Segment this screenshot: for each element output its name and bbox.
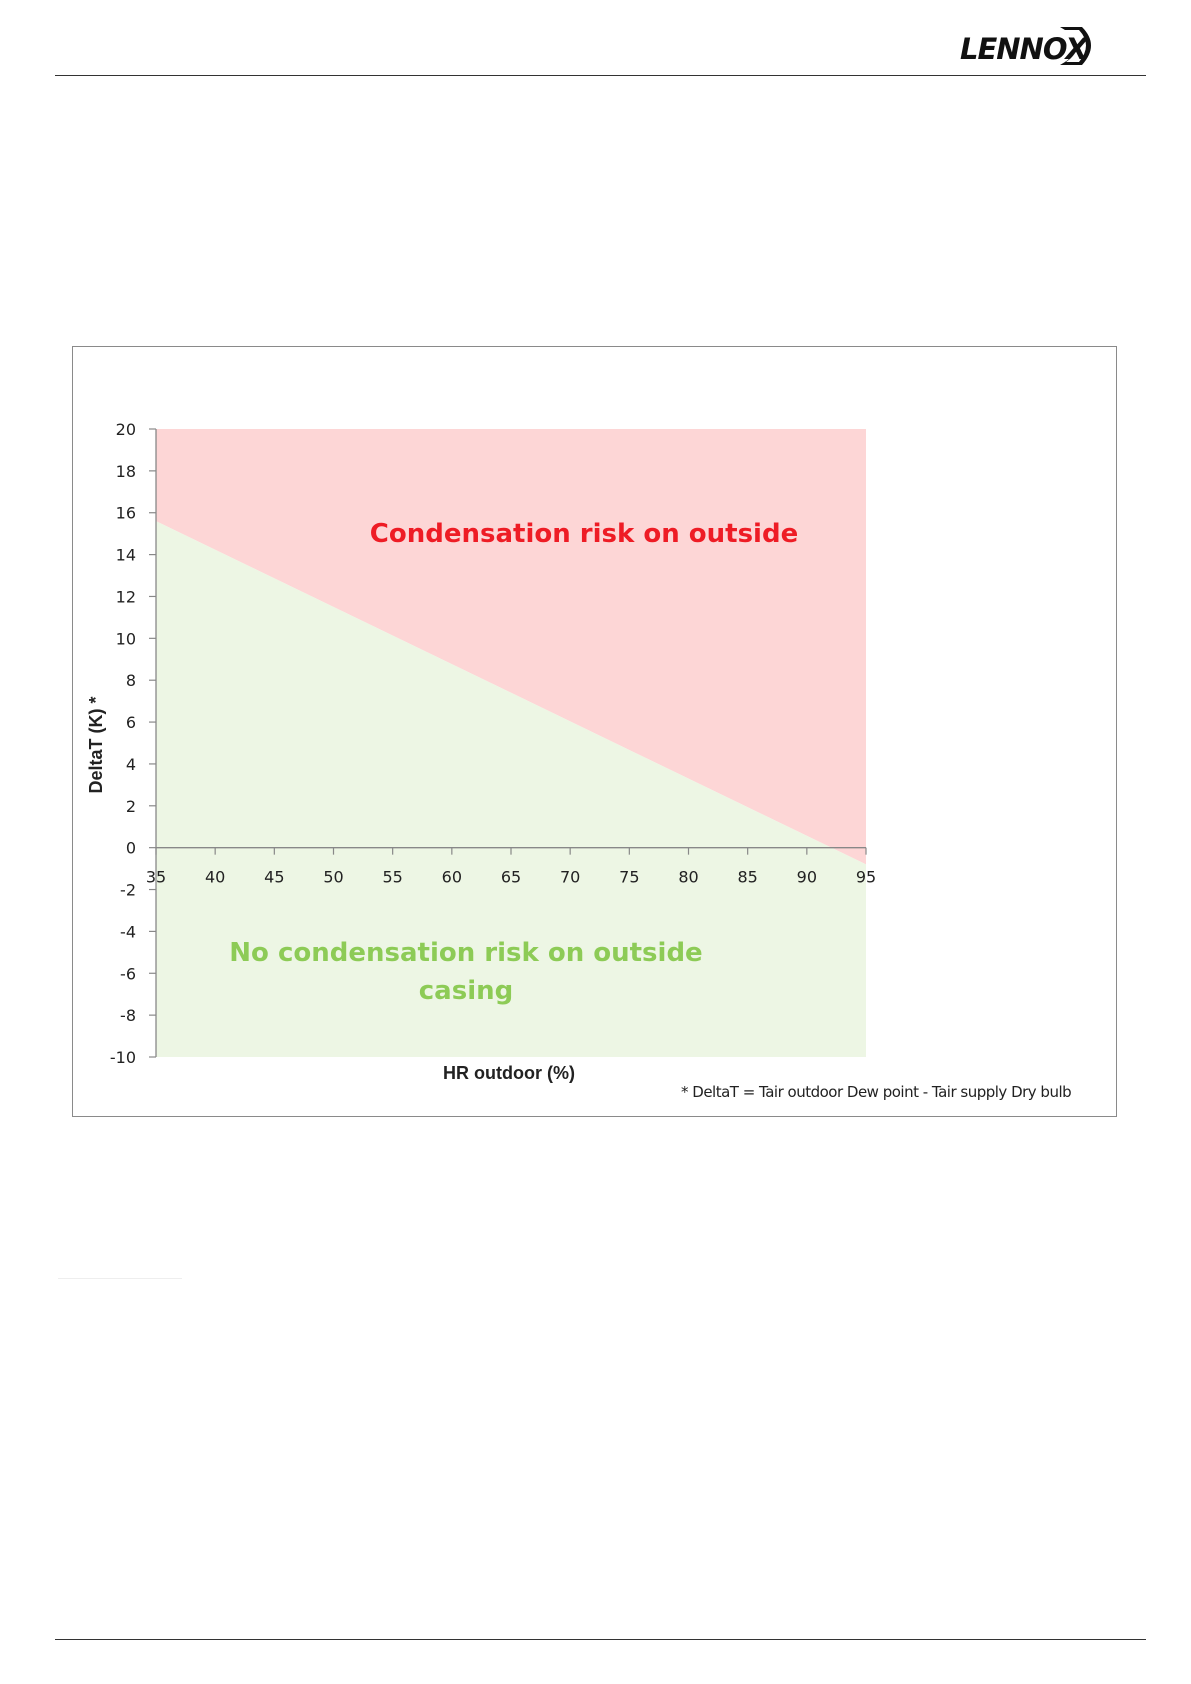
condensation-risk-region <box>156 429 866 865</box>
x-tick-label: 65 <box>501 868 521 887</box>
y-tick-label: 18 <box>116 462 136 481</box>
y-tick-label: -10 <box>110 1048 136 1067</box>
y-tick-label: 16 <box>116 504 136 523</box>
lower-region-label-line1: No condensation risk on outside <box>229 938 702 968</box>
y-tick-label: 14 <box>116 546 136 565</box>
y-tick-label: 6 <box>126 713 136 732</box>
y-tick-label: -2 <box>120 881 136 900</box>
x-tick-labels: 35 40 45 50 55 60 65 70 75 80 85 90 95 <box>146 868 876 887</box>
header-rule <box>55 75 1146 76</box>
y-tick-label: 4 <box>126 755 136 774</box>
x-axis-label: HR outdoor (%) <box>443 1063 575 1083</box>
axis-layer <box>149 428 867 1058</box>
x-tick-label: 95 <box>856 868 876 887</box>
x-tick-label: 80 <box>678 868 698 887</box>
y-tick-label: -6 <box>120 964 136 983</box>
lennox-logo-mark: LENNOX <box>960 27 1091 66</box>
upper-region-label: Condensation risk on outside <box>370 519 798 549</box>
y-tick-label: 2 <box>126 797 136 816</box>
x-tick-label: 45 <box>264 868 284 887</box>
y-tick-label: 12 <box>116 587 136 606</box>
footnote: * DeltaT = Tair outdoor Dew point - Tair… <box>681 1083 1071 1101</box>
y-tick-label: 8 <box>126 671 136 690</box>
x-tick-label: 75 <box>619 868 639 887</box>
chart-frame: 20 18 16 14 12 10 8 6 4 2 0 -2 -4 -6 -8 -10 35 40 45 50 55 6… <box>72 346 1117 1117</box>
x-tick-label: 35 <box>146 868 166 887</box>
y-tick-label: -8 <box>120 1006 136 1025</box>
x-tick-label: 60 <box>442 868 462 887</box>
y-tick-label: 20 <box>116 420 136 439</box>
no-condensation-region <box>156 521 866 1057</box>
lower-region-label-line2: casing <box>419 976 513 1006</box>
y-tick-label: 0 <box>126 839 136 858</box>
y-tick-label: 10 <box>116 629 136 648</box>
x-tick-label: 90 <box>797 868 817 887</box>
y-tick-label: -4 <box>120 922 136 941</box>
regions-layer <box>156 429 866 1057</box>
svg-text:LENNOX: LENNOX <box>960 32 1089 66</box>
x-tick-label: 50 <box>323 868 343 887</box>
faint-divider <box>58 1278 182 1279</box>
lennox-logo: LENNOX <box>958 20 1104 72</box>
x-tick-label: 85 <box>737 868 757 887</box>
x-tick-label: 70 <box>560 868 580 887</box>
y-axis-label: DeltaT (K) * <box>86 696 106 793</box>
x-tick-label: 55 <box>382 868 402 887</box>
x-tick-label: 40 <box>205 868 225 887</box>
footer-rule <box>55 1639 1146 1640</box>
